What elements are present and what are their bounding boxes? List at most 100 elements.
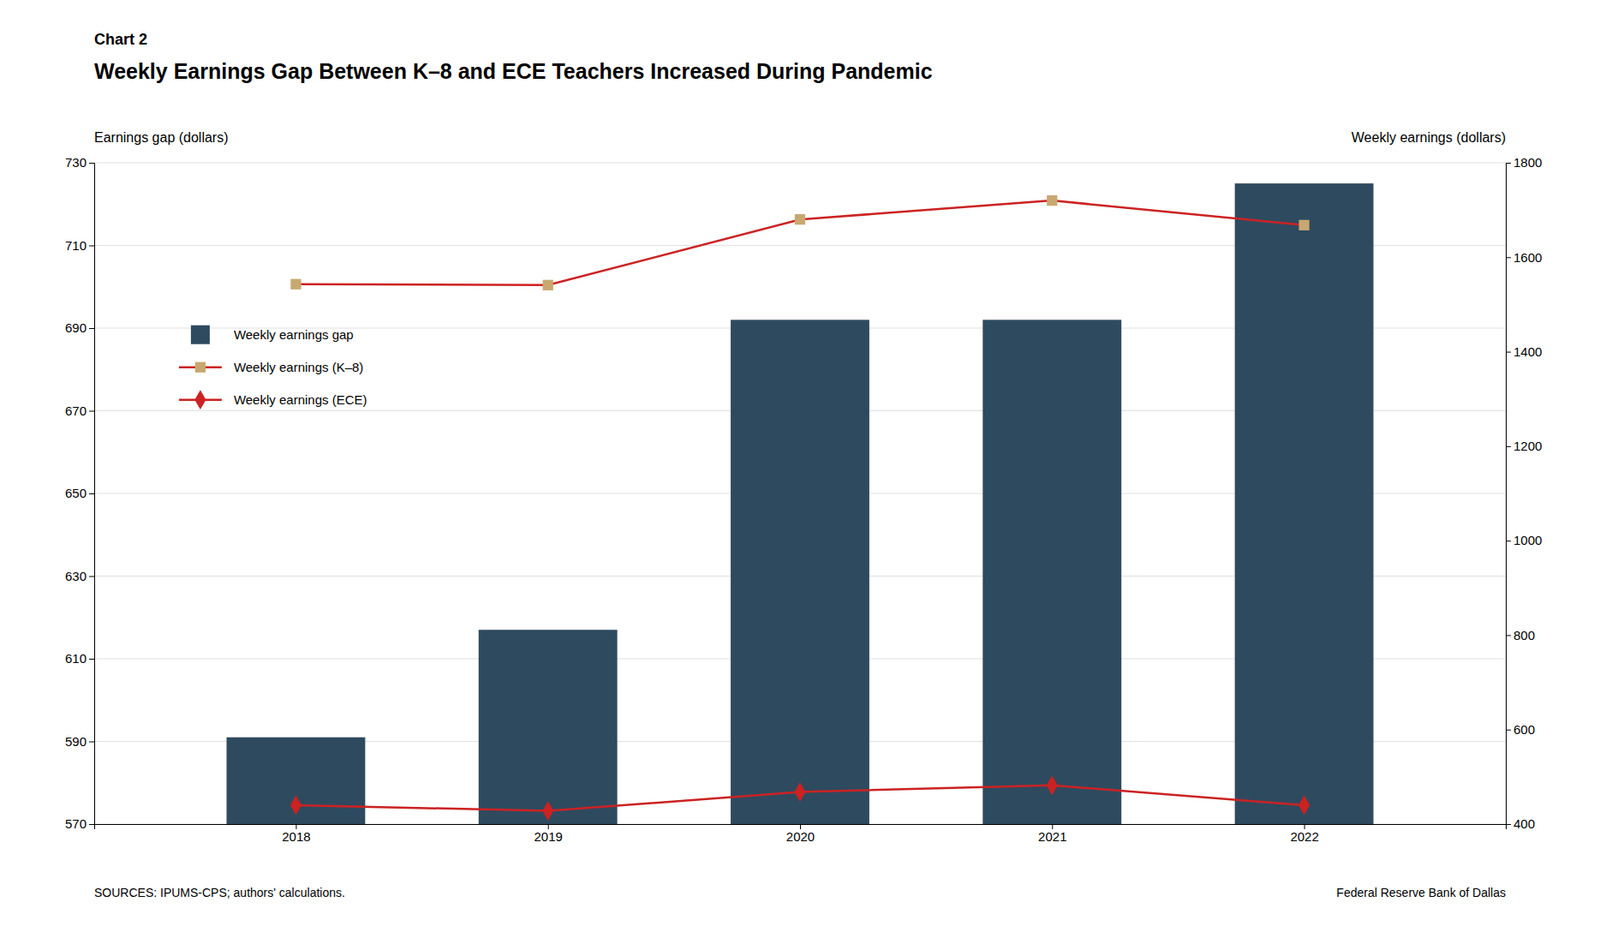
tick-label: 2021 [1038, 829, 1067, 844]
tick-mark [89, 245, 95, 247]
tick-label: 610 [65, 650, 87, 666]
tick-label: 1400 [1513, 344, 1542, 359]
tick-mark [89, 823, 95, 825]
tick-label: 590 [65, 734, 87, 749]
tick-mark [89, 493, 95, 495]
chart-label: Chart 2 [94, 30, 148, 48]
tick-label: 2018 [281, 829, 311, 844]
chart: Chart 2 Weekly Earnings Gap Between K–8 a… [0, 0, 1600, 944]
tick: 800 [1505, 627, 1535, 643]
tick-mark [1505, 352, 1511, 353]
tick: 690 [65, 320, 95, 335]
tick: 2020 [786, 823, 815, 844]
tick-mark [1505, 162, 1511, 164]
y2-axis-title: Weekly earnings (dollars) [1351, 130, 1506, 145]
tick: 630 [65, 568, 95, 584]
tick-mark [1505, 634, 1511, 636]
bar [478, 629, 618, 824]
tick-label: 1800 [1513, 155, 1542, 170]
marker [542, 800, 554, 821]
tick: 2018 [281, 823, 311, 844]
tick: 710 [65, 238, 95, 253]
tick: 600 [1505, 722, 1535, 737]
tick: 1000 [1505, 532, 1542, 548]
tick: 2019 [534, 823, 563, 844]
tick: 1800 [1505, 155, 1542, 170]
legend-marker [195, 362, 206, 373]
bars [226, 183, 1374, 824]
tick-label: 650 [65, 485, 87, 501]
bar [1235, 183, 1374, 824]
tick-label: 730 [65, 155, 87, 170]
tick-mark [89, 741, 95, 743]
tick-mark [1505, 256, 1511, 258]
tick-mark [1505, 729, 1511, 731]
marker [1046, 195, 1057, 206]
tick-mark [89, 658, 95, 660]
marker [1046, 775, 1058, 795]
axis-domain [89, 163, 96, 825]
line [295, 200, 1304, 286]
tick-label: 670 [65, 403, 87, 418]
y-axis: 570 590 610 630 650 670 690 710 730 [65, 155, 96, 831]
tick-label: 1600 [1513, 250, 1542, 265]
tick: 2021 [1038, 823, 1067, 844]
markers [290, 775, 1310, 821]
legend: Weekly earnings gap Weekly earnings (K–8)… [179, 325, 368, 410]
tick: 570 [65, 816, 95, 831]
marker [794, 214, 806, 225]
tick: 590 [65, 734, 95, 749]
marker [794, 782, 806, 802]
tick-label: 1200 [1513, 438, 1542, 454]
tick-mark [89, 328, 95, 329]
marker [1298, 220, 1309, 231]
tick-mark [89, 162, 95, 164]
marker [290, 795, 302, 816]
y-axis-title: Earnings gap (dollars) [94, 130, 229, 145]
tick-label: 800 [1513, 627, 1535, 643]
grid-line [94, 162, 1506, 164]
tick-mark [89, 411, 95, 412]
tick: 400 [1505, 816, 1535, 831]
marker [543, 280, 554, 291]
markers [290, 195, 1309, 291]
tick-mark [89, 576, 95, 578]
tick-label: 2019 [534, 829, 563, 844]
plot: 2018 2019 2020 2021 2022 570 590 610 630 650 670 69… [65, 130, 1542, 944]
tick: 730 [65, 155, 95, 170]
tick: 670 [65, 403, 95, 418]
source: SOURCES: IPUMS-CPS; authors' calculation… [94, 885, 346, 900]
legend-label: Weekly earnings (ECE) [233, 392, 368, 407]
tick-label: 710 [65, 238, 87, 253]
tick: 1400 [1505, 344, 1542, 359]
marker [290, 279, 301, 290]
tick-label: 600 [1513, 722, 1535, 737]
tick: 1200 [1505, 438, 1542, 454]
legend-marker [194, 389, 206, 410]
tick: 610 [65, 650, 95, 666]
legend-item: Weekly earnings (K–8) [179, 359, 364, 375]
y2-axis: 400 600 800 1000 1200 1400 1600 1800 [1505, 155, 1542, 831]
tick-label: 2022 [1289, 829, 1319, 844]
tick-label: 690 [65, 320, 87, 335]
legend-item: Weekly earnings gap [191, 325, 354, 345]
tick-mark [1505, 540, 1511, 542]
legend-label: Weekly earnings gap [233, 327, 354, 342]
tick-label: 1000 [1513, 532, 1542, 548]
legend-label: Weekly earnings (K–8) [233, 359, 364, 375]
tick-mark [1505, 823, 1511, 825]
tick-label: 400 [1513, 816, 1535, 831]
marks [226, 183, 1374, 824]
tick-mark [1505, 446, 1511, 448]
title: Weekly Earnings Gap Between K–8 and ECE … [94, 59, 933, 84]
tick: 2022 [1289, 823, 1319, 844]
tick-label: 2020 [786, 829, 815, 844]
credit: Federal Reserve Bank of Dallas [1336, 885, 1506, 900]
legend-item: Weekly earnings (ECE) [179, 389, 368, 410]
bar [730, 319, 870, 824]
bar [982, 319, 1122, 824]
legend-swatch [191, 325, 210, 345]
x-axis: 2018 2019 2020 2021 2022 [95, 823, 1507, 844]
tick-label: 630 [65, 568, 87, 584]
marker [1298, 795, 1310, 816]
